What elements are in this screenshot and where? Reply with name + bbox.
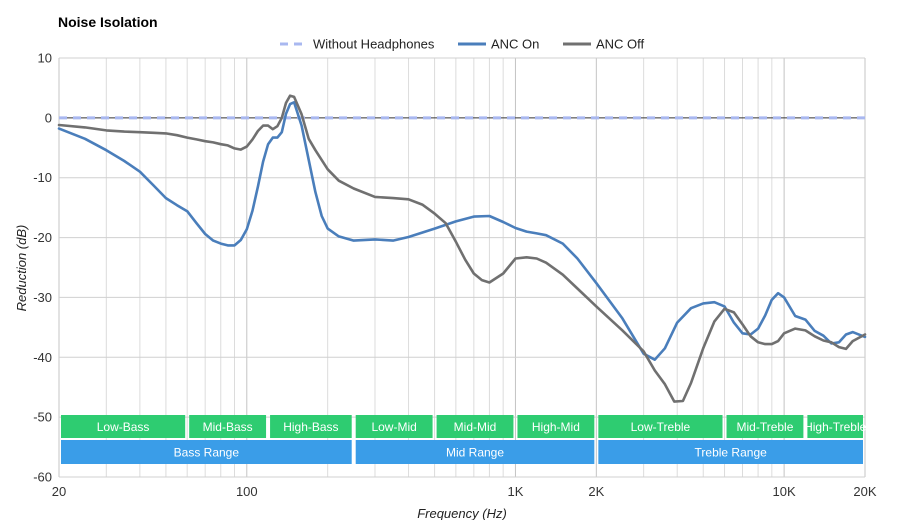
series-line-anc-on [57,101,867,361]
band-rect [61,415,186,438]
x-tick-label: 100 [236,484,258,499]
legend: Without Headphones ANC On ANC Off [280,37,645,52]
band-label: Mid Range [446,446,504,460]
y-tick-label: -40 [33,350,52,365]
band-low-bass: Low-Bass [61,415,186,438]
x-axis-label: Frequency (Hz) [417,506,507,520]
band-mid-range: Mid Range [355,440,595,464]
band-rect [517,415,595,438]
series-line-anc-off [57,94,867,403]
x-tick-label: 10K [773,484,796,499]
series-lines [57,94,867,403]
y-tick-label: 0 [45,110,52,125]
band-label: Low-Bass [97,420,150,434]
y-tick-label: -50 [33,410,52,425]
band-low-mid: Low-Mid [355,415,433,438]
band-rect [807,415,863,438]
band-bass-range: Bass Range [61,440,352,464]
legend-item: Without Headphones [280,37,435,52]
y-tick-label: -20 [33,230,52,245]
band-label: High-Bass [283,420,338,434]
band-low-treble: Low-Treble [598,415,723,438]
band-label: Mid-Mid [454,420,497,434]
frequency-bands: Low-Bass Mid-Bass High-Bass Low-Mid Mid-Mid H… [61,415,867,464]
band-high-mid: High-Mid [517,415,595,438]
band-rect [61,440,352,464]
band-label: Mid-Treble [737,420,794,434]
x-tick-label: 20 [52,484,66,499]
band-label: Mid-Bass [203,420,253,434]
band-rect [270,415,352,438]
x-tick-label: 2K [588,484,604,499]
band-label: Low-Mid [371,420,416,434]
legend-label: ANC On [491,37,539,52]
band-rect [598,415,723,438]
band-label: High-Treble [804,420,867,434]
y-tick-label: -10 [33,170,52,185]
band-label: Low-Treble [631,420,691,434]
x-tick-label: 20K [853,484,876,499]
legend-item: ANC On [458,37,539,52]
band-high-treble: High-Treble [804,415,867,438]
band-rect [598,440,863,464]
band-mid-mid: Mid-Mid [436,415,514,438]
band-treble-range: Treble Range [598,440,863,464]
x-tick-label: 1K [508,484,524,499]
legend-item: ANC Off [563,37,645,52]
band-rect [189,415,267,438]
y-tick-label: -30 [33,290,52,305]
y-axis-label: Reduction (dB) [14,225,29,312]
legend-label: Without Headphones [313,37,435,52]
band-label: High-Mid [532,420,580,434]
grid [58,57,866,478]
band-rect [355,415,433,438]
band-rect [436,415,514,438]
chart-title: Noise Isolation [58,14,158,30]
band-high-bass: High-Bass [270,415,352,438]
band-mid-treble: Mid-Treble [726,415,804,438]
band-rect [355,440,595,464]
band-rect [726,415,804,438]
band-label: Treble Range [695,446,768,460]
band-label: Bass Range [174,446,240,460]
band-mid-bass: Mid-Bass [189,415,267,438]
y-tick-label: -60 [33,470,52,485]
legend-label: ANC Off [596,37,645,52]
y-tick-label: 10 [38,51,52,66]
